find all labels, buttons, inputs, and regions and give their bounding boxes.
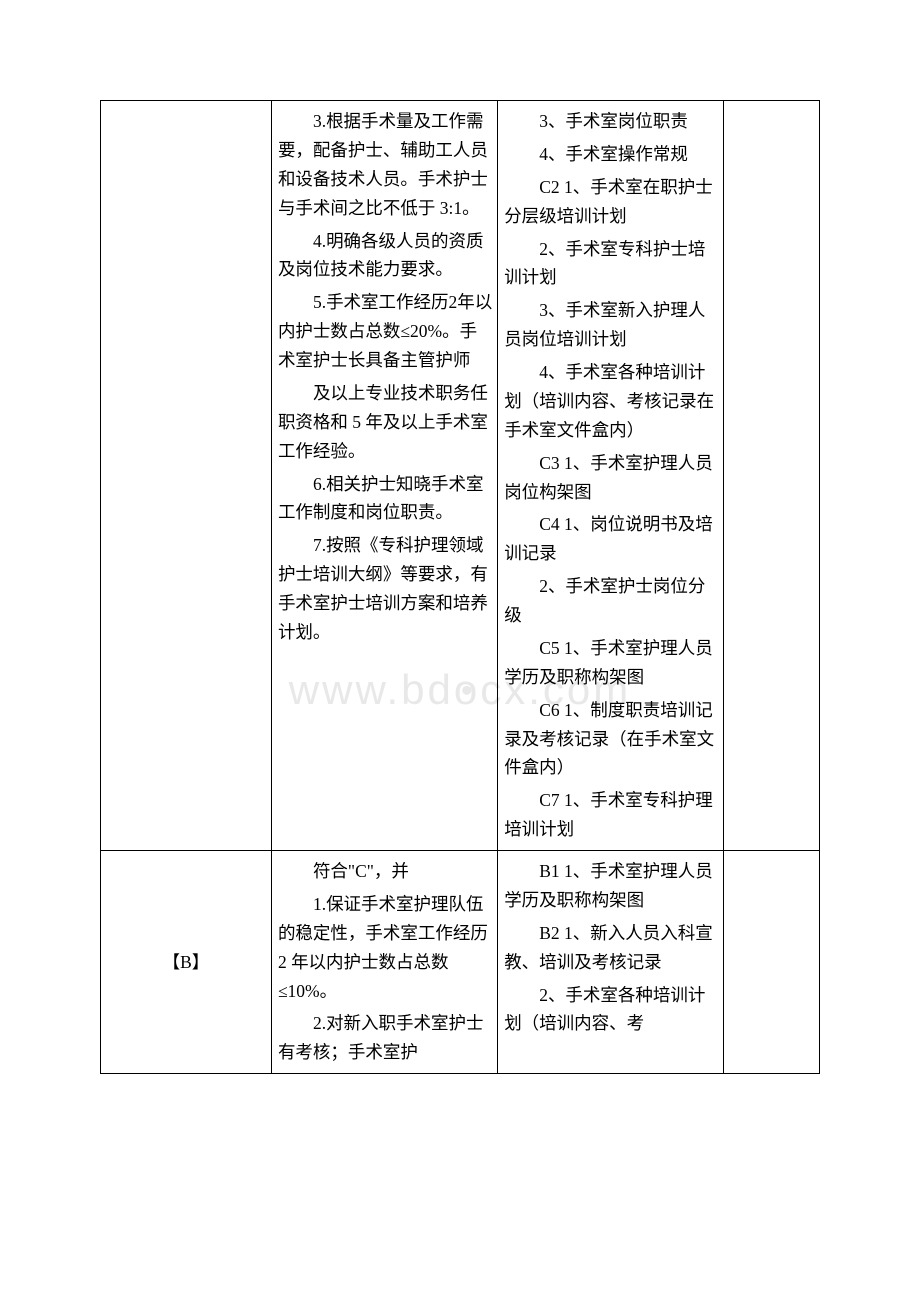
para: B2 1、新入人员入科宣教、培训及考核记录	[504, 919, 719, 977]
para: C6 1、制度职责培训记录及考核记录（在手术室文件盒内）	[504, 696, 719, 783]
para: 7.按照《专科护理领域护士培训大纲》等要求，有手术室护士培训方案和培养计划。	[278, 531, 493, 647]
para: 3.根据手术量及工作需要，配备护士、辅助工人员和设备技术人员。手术护士与手术间之…	[278, 107, 493, 223]
para: C7 1、手术室专科护理培训计划	[504, 786, 719, 844]
cell-text	[724, 851, 819, 863]
cell-col2: 符合"C"，并 1.保证手术室护理队伍的稳定性，手术室工作经历 2 年以内护士数…	[271, 851, 497, 1074]
cell-col2: 3.根据手术量及工作需要，配备护士、辅助工人员和设备技术人员。手术护士与手术间之…	[271, 101, 497, 851]
para: 3、手术室岗位职责	[504, 107, 719, 136]
para: 1.保证手术室护理队伍的稳定性，手术室工作经历 2 年以内护士数占总数≤10%。	[278, 890, 493, 1006]
para: 符合"C"，并	[278, 857, 493, 886]
para: 6.相关护士知晓手术室工作制度和岗位职责。	[278, 470, 493, 528]
para: C3 1、手术室护理人员岗位构架图	[504, 449, 719, 507]
cell-col3: 3、手术室岗位职责 4、手术室操作常规 C2 1、手术室在职护士分层级培训计划 …	[498, 101, 724, 851]
table-row: 【B】 符合"C"，并 1.保证手术室护理队伍的稳定性，手术室工作经历 2 年以…	[101, 851, 820, 1074]
para: 3、手术室新入护理人员岗位培训计划	[504, 296, 719, 354]
cell-text	[724, 101, 819, 113]
para: 及以上专业技术职务任职资格和 5 年及以上手术室工作经验。	[278, 379, 493, 466]
cell-col4	[724, 101, 820, 851]
cell-col4	[724, 851, 820, 1074]
cell-label: 【B】	[101, 851, 272, 1074]
page-wrapper: 3.根据手术量及工作需要，配备护士、辅助工人员和设备技术人员。手术护士与手术间之…	[0, 0, 920, 1074]
para: 2.对新入职手术室护士有考核；手术室护	[278, 1009, 493, 1067]
cell-label	[101, 101, 272, 851]
para: 5.手术室工作经历2年以内护士数占总数≤20%。手术室护士长具备主管护师	[278, 288, 493, 375]
row-label: 【B】	[101, 948, 271, 977]
para: 4、手术室各种培训计划（培训内容、考核记录在手术室文件盒内）	[504, 358, 719, 445]
table-row: 3.根据手术量及工作需要，配备护士、辅助工人员和设备技术人员。手术护士与手术间之…	[101, 101, 820, 851]
cell-col3: B1 1、手术室护理人员学历及职称构架图 B2 1、新入人员入科宣教、培训及考核…	[498, 851, 724, 1074]
para: B1 1、手术室护理人员学历及职称构架图	[504, 857, 719, 915]
para: 4.明确各级人员的资质及岗位技术能力要求。	[278, 227, 493, 285]
para: 2、手术室护士岗位分级	[504, 572, 719, 630]
para: C2 1、手术室在职护士分层级培训计划	[504, 173, 719, 231]
para: 2、手术室各种培训计划（培训内容、考	[504, 981, 719, 1039]
main-table: 3.根据手术量及工作需要，配备护士、辅助工人员和设备技术人员。手术护士与手术间之…	[100, 100, 820, 1074]
para: 2、手术室专科护士培训计划	[504, 235, 719, 293]
para: 4、手术室操作常规	[504, 140, 719, 169]
para: C4 1、岗位说明书及培训记录	[504, 510, 719, 568]
para: C5 1、手术室护理人员学历及职称构架图	[504, 634, 719, 692]
